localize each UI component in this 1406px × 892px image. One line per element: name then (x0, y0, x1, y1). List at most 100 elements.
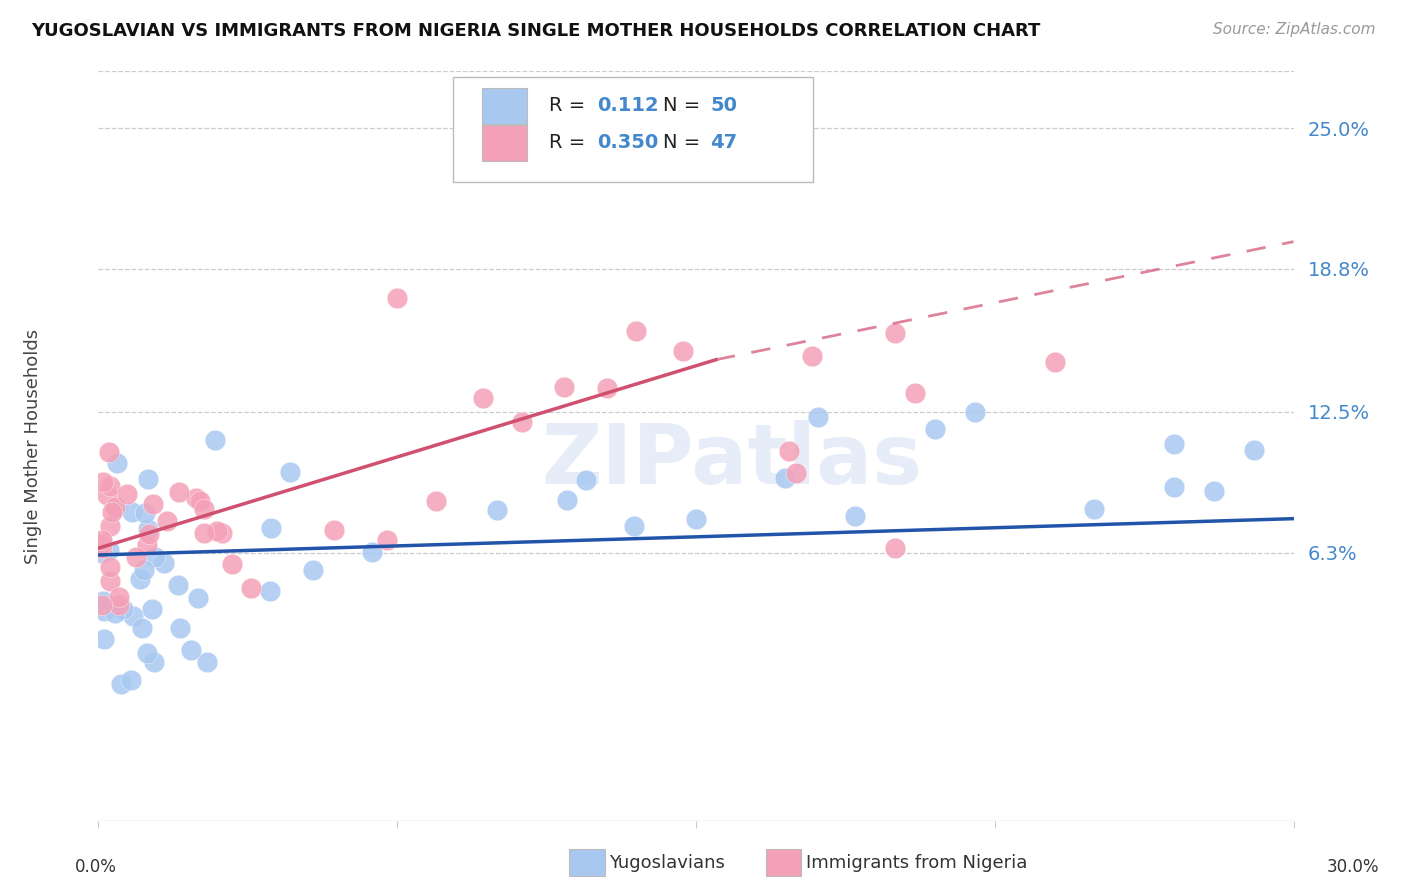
Text: R =: R = (548, 133, 585, 152)
Point (96, 488, 118, 502)
Point (97, 445, 120, 459)
Point (136, 472, 159, 486)
Point (193, 501, 215, 516)
Point (785, 467, 807, 481)
Point (110, 677, 132, 691)
Point (884, 541, 907, 556)
Text: Immigrants from Nigeria: Immigrants from Nigeria (806, 854, 1026, 871)
Point (91, 593, 114, 607)
Point (801, 349, 824, 363)
FancyBboxPatch shape (482, 87, 527, 124)
FancyBboxPatch shape (453, 77, 813, 182)
Point (624, 325, 647, 339)
Point (596, 381, 619, 395)
Point (134, 506, 156, 520)
Point (195, 655, 218, 669)
Point (259, 584, 281, 599)
Point (104, 500, 127, 514)
Point (302, 563, 325, 577)
Point (105, 456, 128, 470)
Point (93, 604, 115, 618)
Point (98, 518, 121, 533)
Text: N =: N = (662, 133, 700, 152)
Point (132, 563, 155, 577)
Point (138, 526, 160, 541)
Point (385, 292, 409, 306)
Point (145, 549, 167, 564)
Point (169, 485, 191, 500)
Point (124, 549, 146, 564)
Point (108, 598, 131, 612)
Point (142, 655, 165, 669)
Point (135, 538, 157, 552)
Point (91, 533, 114, 548)
Point (671, 343, 693, 358)
Point (322, 523, 344, 537)
Point (166, 578, 188, 592)
Point (240, 581, 263, 595)
Point (180, 643, 202, 657)
Point (97, 542, 120, 557)
Point (91, 475, 114, 489)
Text: 0.112: 0.112 (596, 95, 658, 114)
Text: ZIPatlas: ZIPatlas (541, 420, 922, 501)
Point (1043, 355, 1066, 369)
Point (91, 537, 114, 551)
Point (623, 519, 645, 533)
Point (1083, 502, 1105, 516)
Point (1202, 483, 1225, 498)
Point (904, 385, 927, 400)
Point (91, 546, 114, 560)
Point (115, 487, 138, 501)
Point (553, 380, 575, 394)
Point (472, 392, 495, 406)
Point (120, 673, 142, 688)
Point (485, 502, 508, 516)
Point (128, 572, 150, 586)
Text: Source: ZipAtlas.com: Source: ZipAtlas.com (1212, 22, 1375, 37)
Text: Yugoslavians: Yugoslavians (609, 854, 724, 871)
Point (425, 494, 447, 508)
Point (153, 556, 176, 570)
Point (98, 479, 121, 493)
Text: 47: 47 (710, 133, 737, 152)
Point (779, 443, 801, 458)
Point (169, 621, 191, 635)
Point (924, 422, 946, 436)
Point (121, 505, 143, 519)
Point (101, 505, 124, 519)
Point (1243, 443, 1265, 458)
Text: 0.350: 0.350 (596, 133, 658, 152)
Point (104, 500, 127, 514)
Point (204, 433, 226, 447)
Text: 30.0%: 30.0% (1326, 858, 1379, 876)
Point (135, 646, 157, 660)
Point (207, 524, 229, 538)
FancyBboxPatch shape (482, 125, 527, 161)
Point (1163, 436, 1185, 450)
Point (211, 526, 233, 541)
Point (575, 473, 598, 487)
Point (844, 509, 866, 524)
Point (512, 415, 534, 429)
Point (260, 521, 283, 535)
Point (188, 493, 211, 508)
Point (361, 544, 384, 558)
Point (685, 511, 707, 525)
Point (555, 492, 578, 507)
FancyBboxPatch shape (569, 849, 605, 876)
Point (98, 574, 121, 588)
Point (121, 609, 143, 624)
Point (91, 598, 114, 612)
Point (93, 632, 115, 646)
Text: R =: R = (548, 95, 585, 114)
Text: N =: N = (662, 95, 700, 114)
Point (91, 541, 114, 555)
Point (884, 326, 907, 341)
Point (131, 621, 153, 635)
Point (1163, 480, 1185, 494)
Point (136, 522, 159, 536)
Point (141, 602, 163, 616)
Point (187, 591, 209, 606)
Text: 50: 50 (710, 95, 737, 114)
